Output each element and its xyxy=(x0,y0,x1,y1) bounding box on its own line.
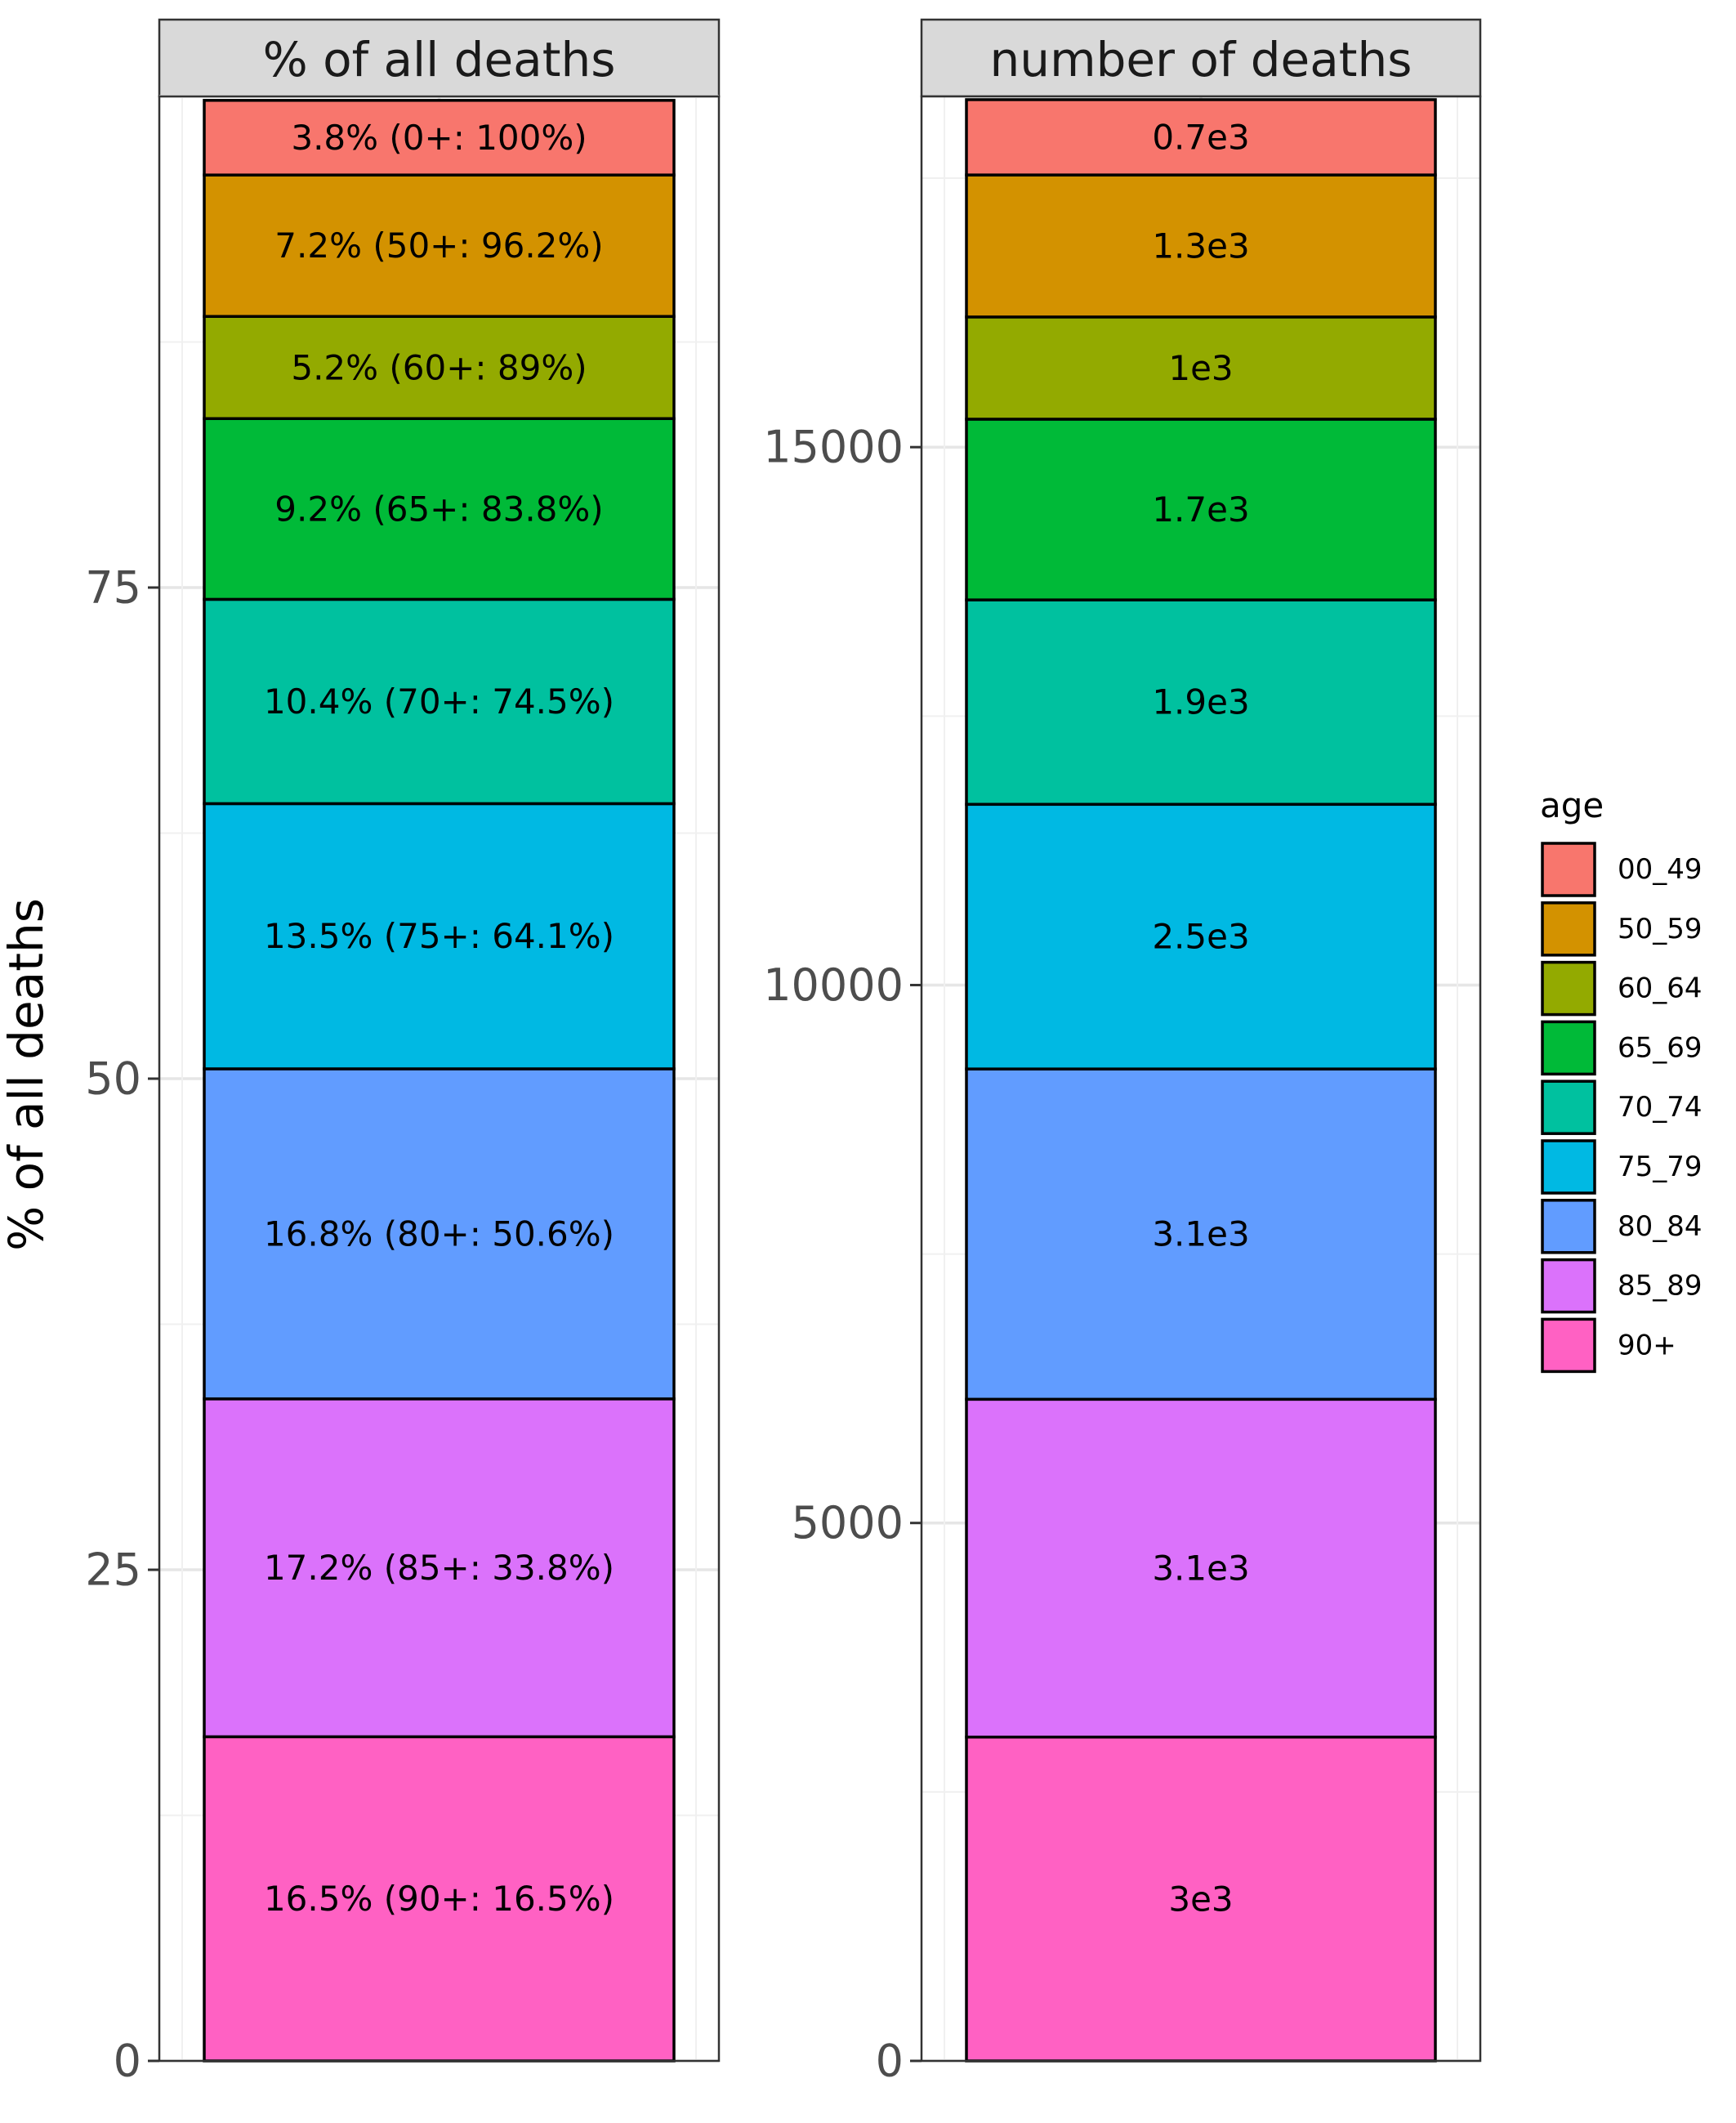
data-label: 3.8% (0+: 100%) xyxy=(291,118,587,158)
data-label: 1.3e3 xyxy=(1152,226,1249,266)
bar-segment-00_49 xyxy=(965,98,1437,177)
legend-key-65_69 xyxy=(1541,1020,1596,1076)
data-label: 17.2% (85+: 33.8%) xyxy=(264,1548,614,1588)
y-tick-label: 15000 xyxy=(763,422,904,473)
bar-segment-60_64 xyxy=(203,315,676,421)
bar-segment-75_79 xyxy=(965,802,1437,1070)
legend-key-75_79 xyxy=(1541,1139,1596,1195)
bar-segment-65_69 xyxy=(203,417,676,601)
facet-number: number of deaths 3e3 3.1e3 3.1e3 2.5e3 1.9e3… xyxy=(763,18,1482,2087)
data-label: 2.5e3 xyxy=(1152,917,1249,957)
data-label: 3e3 xyxy=(1168,1879,1233,1919)
y-axis: 0 25 50 75 xyxy=(85,562,159,2087)
legend-label: 60_64 xyxy=(1618,972,1703,1005)
legend-title: age xyxy=(1540,785,1604,825)
data-label: 3.1e3 xyxy=(1152,1214,1249,1254)
bar-segment-70_74 xyxy=(965,598,1437,807)
bar-segment-75_79 xyxy=(203,802,676,1070)
bar-segment-65_69 xyxy=(965,418,1437,601)
legend-key-00_49 xyxy=(1541,842,1596,897)
facet-strip-label: % of all deaths xyxy=(263,32,616,87)
bar-segment-90plus xyxy=(965,1735,1437,2063)
y-tick-label: 10000 xyxy=(763,959,904,1011)
legend-key-60_64 xyxy=(1541,960,1596,1017)
legend-label: 00_49 xyxy=(1618,853,1703,886)
stacked-bar: 16.5% (90+: 16.5%) 17.2% (85+: 33.8%) 16.8… xyxy=(203,99,676,2063)
y-tick-label: 50 xyxy=(85,1053,141,1105)
data-label: 9.2% (65+: 83.8%) xyxy=(274,489,603,529)
data-label: 16.5% (90+: 16.5%) xyxy=(264,1879,614,1919)
legend-key-85_89 xyxy=(1541,1258,1596,1314)
bar-segment-70_74 xyxy=(203,597,676,806)
data-label: 1.7e3 xyxy=(1152,489,1249,530)
bar-segment-80_84 xyxy=(965,1067,1437,1401)
stacked-bar: 3e3 3.1e3 3.1e3 2.5e3 1.9e3 1.7e3 1e3 1.3e3 0.7e… xyxy=(965,98,1437,2063)
data-label: 3.1e3 xyxy=(1152,1549,1249,1589)
y-tick-label: 25 xyxy=(85,1544,141,1596)
data-label: 10.4% (70+: 74.5%) xyxy=(264,682,614,722)
data-label: 16.8% (80+: 50.6%) xyxy=(264,1213,614,1254)
legend-label: 50_59 xyxy=(1618,913,1703,945)
legend: age 00_49 50_59 60_64 65_69 70_74 75_79 80_84 8… xyxy=(1540,785,1703,1374)
facet-percent: % of all deaths 16.5% (90+: 16.5%) 17.2% … xyxy=(85,18,721,2087)
legend-key-70_74 xyxy=(1541,1079,1596,1135)
legend-items: 00_49 50_59 60_64 65_69 70_74 75_79 80_84 85_89… xyxy=(1541,842,1703,1374)
legend-label: 75_79 xyxy=(1618,1151,1703,1183)
y-tick-label: 0 xyxy=(876,2036,904,2087)
y-axis: 0 5000 10000 15000 xyxy=(763,422,922,2087)
data-label: 5.2% (60+: 89%) xyxy=(291,347,587,387)
bar-segment-85_89 xyxy=(965,1397,1437,1739)
y-tick-label: 0 xyxy=(114,2036,141,2087)
bar-segment-00_49 xyxy=(203,99,676,177)
y-tick-label: 75 xyxy=(85,562,141,614)
legend-key-90plus xyxy=(1541,1317,1596,1374)
facet-strip-label: number of deaths xyxy=(990,32,1412,87)
y-axis-title: % of all deaths xyxy=(0,898,54,1251)
legend-key-50_59 xyxy=(1541,901,1596,957)
bar-segment-50_59 xyxy=(965,173,1437,319)
facet-strip-background xyxy=(920,18,1482,98)
legend-label: 90+ xyxy=(1618,1329,1676,1361)
panel-border xyxy=(920,95,1482,2063)
legend-label: 65_69 xyxy=(1618,1031,1703,1064)
legend-label: 70_74 xyxy=(1618,1091,1703,1124)
facet-strip-background xyxy=(158,18,721,98)
legend-label: 85_89 xyxy=(1618,1270,1703,1303)
bar-segment-50_59 xyxy=(203,173,676,318)
legend-key-80_84 xyxy=(1541,1199,1596,1254)
data-label: 1e3 xyxy=(1168,348,1233,388)
legend-label: 80_84 xyxy=(1618,1210,1703,1243)
data-label: 13.5% (75+: 64.1%) xyxy=(264,916,614,956)
bar-segment-80_84 xyxy=(203,1067,676,1401)
data-label: 0.7e3 xyxy=(1152,118,1249,158)
y-tick-label: 5000 xyxy=(792,1497,904,1549)
data-label: 7.2% (50+: 96.2%) xyxy=(274,226,603,266)
data-label: 1.9e3 xyxy=(1152,682,1249,722)
